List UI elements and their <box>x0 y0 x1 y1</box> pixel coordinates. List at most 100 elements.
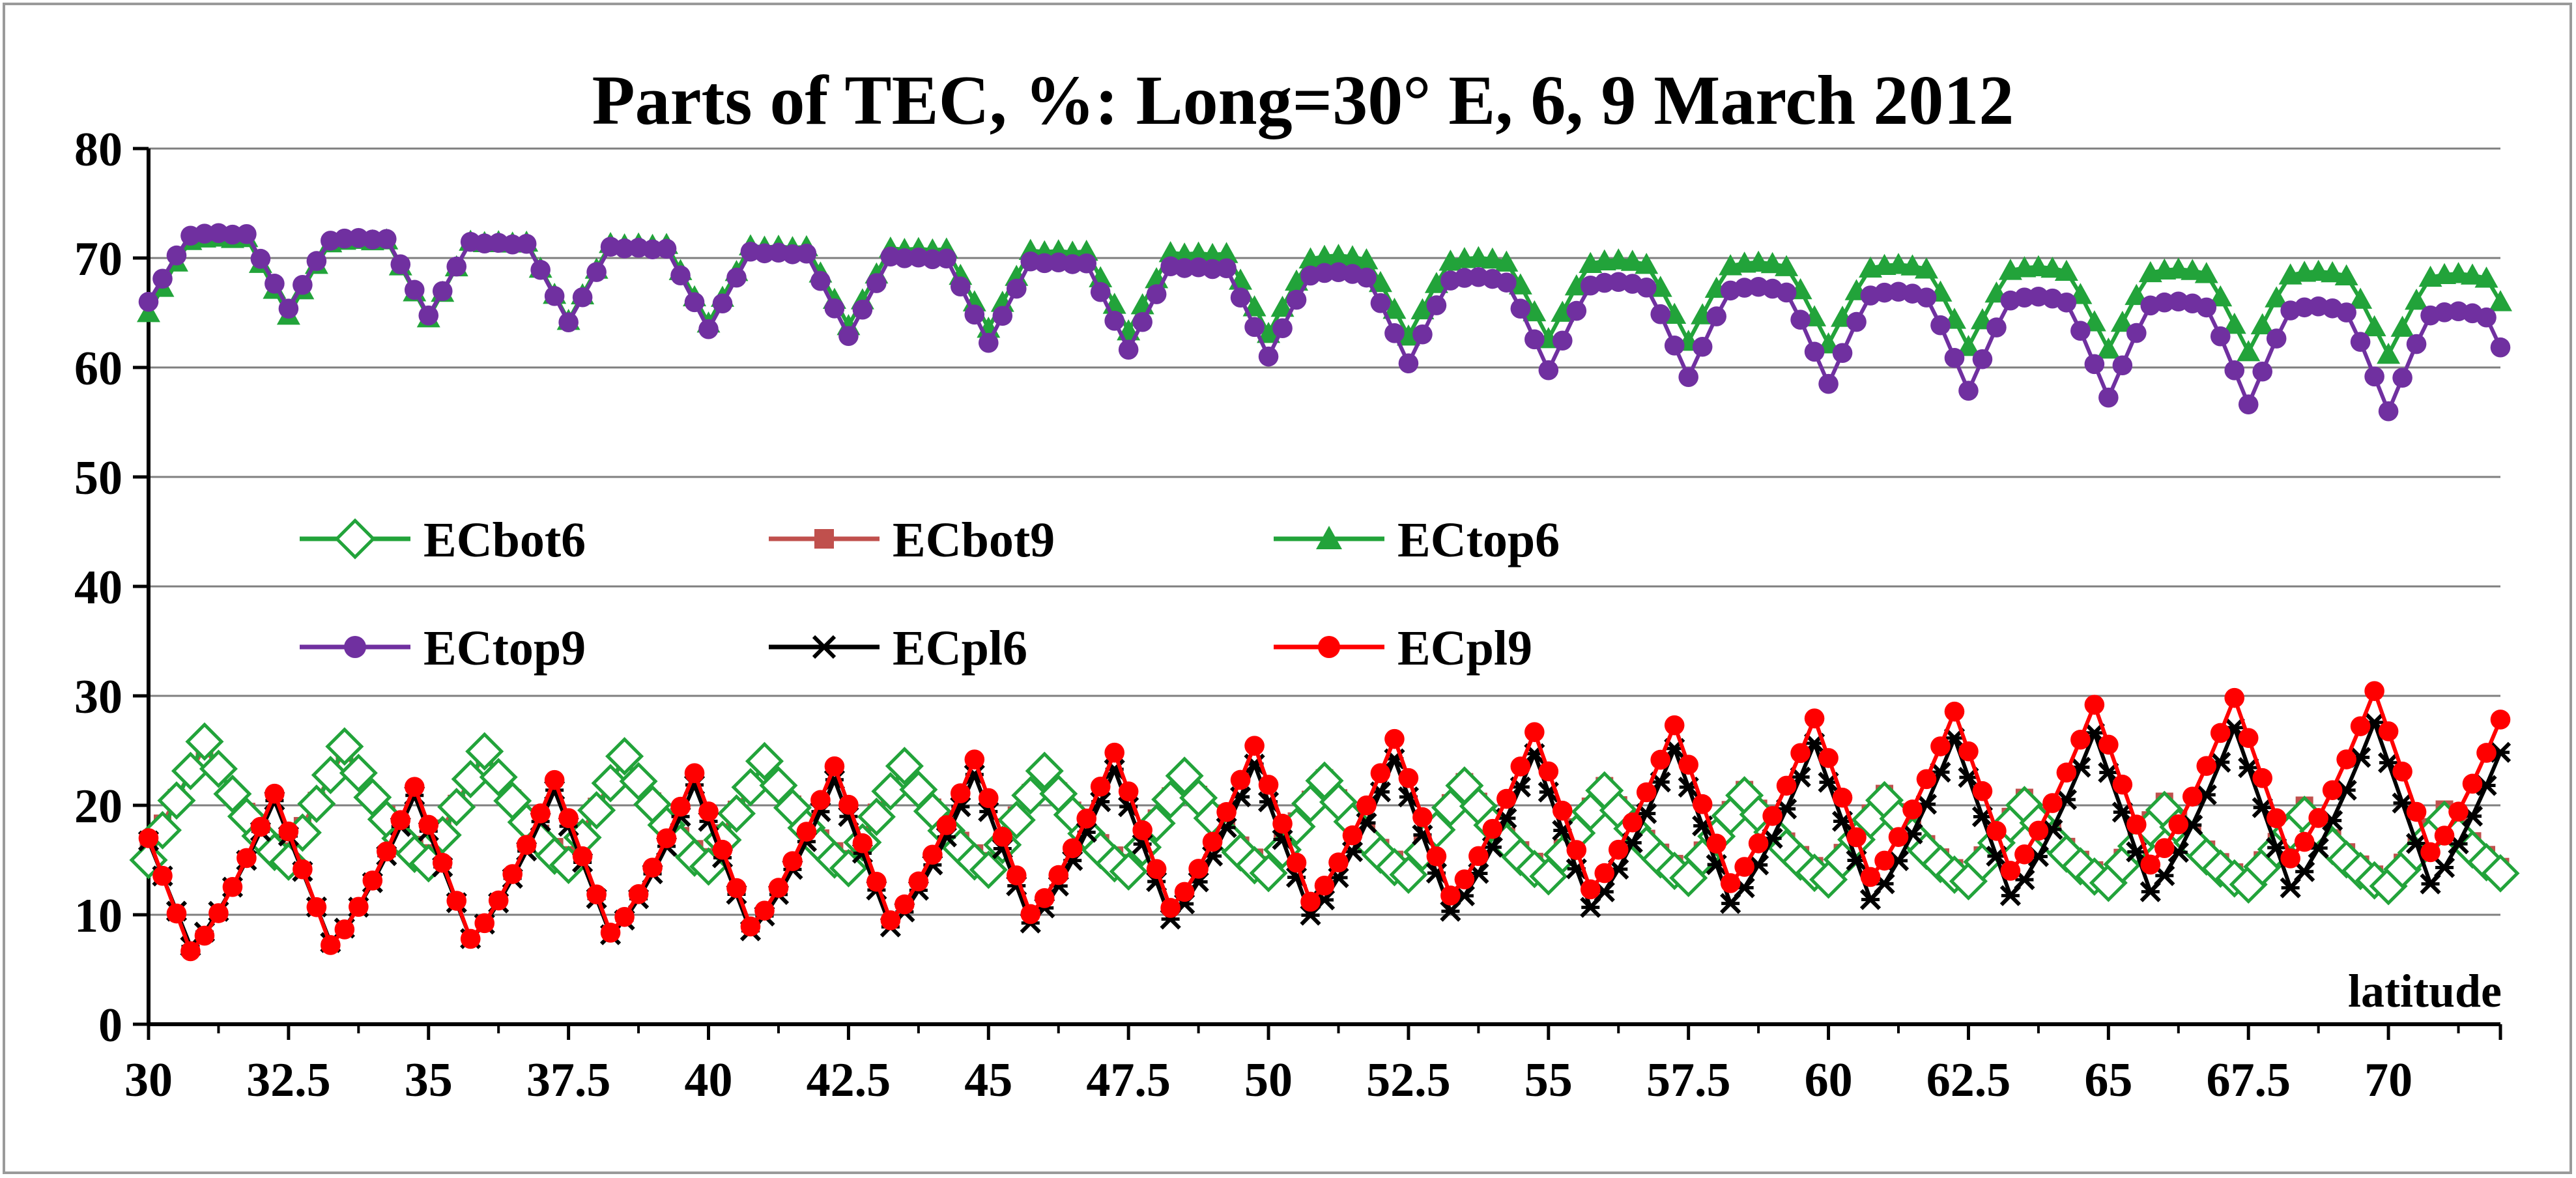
chart-border <box>3 3 2572 1174</box>
data-point-ecpl9 <box>460 928 481 949</box>
data-point-ectop9 <box>1244 317 1265 338</box>
data-point-ectop9 <box>754 243 775 264</box>
data-point-ecpl6 <box>2433 857 2455 878</box>
data-point-ecpl9 <box>432 852 453 873</box>
data-point-ecpl9 <box>2126 814 2147 835</box>
data-point-ectop9 <box>1972 349 1993 369</box>
x-tick-label: 70 <box>2364 1054 2412 1107</box>
data-point-ecpl9 <box>1846 827 1867 848</box>
data-point-ecpl9 <box>2056 762 2077 783</box>
data-point-ectop9 <box>194 223 215 244</box>
data-point-ectop9 <box>951 276 971 297</box>
data-point-ecpl9 <box>1706 833 1726 854</box>
data-point-ecbot6 <box>605 737 644 776</box>
data-point-ectop9 <box>2196 297 2217 318</box>
data-point-ecpl9 <box>712 839 733 860</box>
data-point-ectop6 <box>2110 310 2134 332</box>
data-point-ecbot6 <box>339 753 378 792</box>
plot-series <box>129 223 2520 962</box>
data-point-ectop6 <box>1635 252 1659 274</box>
data-point-ecpl9 <box>1538 761 1559 782</box>
data-point-ecpl9 <box>1594 863 1615 884</box>
data-point-ecpl9 <box>1874 850 1895 871</box>
data-point-ectop9 <box>1706 306 1726 326</box>
data-point-ecbot6 <box>325 727 364 766</box>
data-point-ecpl9 <box>1762 806 1782 826</box>
data-point-ecpl9 <box>1986 821 2007 841</box>
data-point-ectop9 <box>2406 334 2427 354</box>
data-point-ecbot6 <box>311 755 350 795</box>
data-point-ectop9 <box>2476 307 2497 328</box>
data-point-ecpl9 <box>208 903 229 923</box>
data-point-ecpl9 <box>796 822 817 842</box>
data-point-ecpl9 <box>2322 780 2343 801</box>
data-point-ecpl9 <box>1328 852 1349 872</box>
x-tick-label: 60 <box>1805 1054 1853 1107</box>
series-ectop9 <box>138 223 2511 422</box>
data-point-ecpl9 <box>376 841 397 862</box>
data-point-ectop9 <box>1356 267 1377 288</box>
data-point-ecpl9 <box>1958 741 1979 762</box>
data-point-ecpl9 <box>1230 769 1251 790</box>
data-point-ectop9 <box>2252 361 2273 382</box>
data-point-ecpl9 <box>1790 743 1810 764</box>
data-point-ecpl9 <box>2490 710 2511 730</box>
data-point-ectop6 <box>2237 340 2261 362</box>
data-point-ectop9 <box>1146 284 1167 304</box>
data-point-ecpl9 <box>1636 782 1657 803</box>
data-point-ecpl9 <box>1020 904 1041 925</box>
data-point-ectop9 <box>530 259 551 280</box>
data-point-ecpl9 <box>838 794 859 815</box>
data-point-ectop9 <box>1090 281 1111 302</box>
data-point-ectop9 <box>2336 302 2356 323</box>
data-point-ectop9 <box>978 332 999 353</box>
data-point-ecpl9 <box>1776 775 1797 796</box>
data-point-ecpl9 <box>572 846 593 867</box>
data-point-ectop6 <box>2250 313 2274 335</box>
data-point-ectop6 <box>2097 338 2121 359</box>
data-point-ecpl9 <box>1580 879 1601 900</box>
x-tick-label: 47.5 <box>1086 1054 1171 1107</box>
y-tick-label: 40 <box>74 561 122 614</box>
data-point-ectop6 <box>1410 298 1435 320</box>
data-point-ecpl9 <box>908 871 929 892</box>
data-point-ectop9 <box>923 249 943 270</box>
data-point-ectop9 <box>642 239 663 260</box>
data-point-ectop6 <box>1158 240 1182 263</box>
data-point-ecpl9 <box>404 777 425 797</box>
data-point-ectop9 <box>656 238 677 259</box>
data-point-ectop9 <box>838 326 859 346</box>
data-point-ecpl9 <box>1496 788 1517 809</box>
data-point-ecpl9 <box>2238 728 2259 748</box>
legend-marker <box>814 529 834 549</box>
data-point-ectop6 <box>2461 263 2485 285</box>
data-point-ecpl9 <box>1860 867 1881 887</box>
legend-label: ECtop6 <box>1397 513 1560 567</box>
data-point-ecpl9 <box>2420 842 2440 863</box>
data-point-ectop9 <box>1678 367 1698 387</box>
data-point-ecpl9 <box>306 897 327 917</box>
data-point-ecpl9 <box>293 859 313 880</box>
data-point-ectop6 <box>1887 253 1911 274</box>
data-point-ecpl9 <box>502 864 522 884</box>
data-point-ectop9 <box>293 274 313 295</box>
data-point-ecbot6 <box>1151 780 1190 819</box>
data-point-ecpl9 <box>2014 844 2035 865</box>
data-point-ectop9 <box>1496 272 1517 293</box>
data-point-ecpl9 <box>194 925 215 946</box>
data-point-ecpl9 <box>1314 875 1335 896</box>
data-point-ecpl9 <box>278 821 299 842</box>
data-point-ecpl9 <box>530 803 551 824</box>
data-point-ecbot6 <box>1291 784 1330 823</box>
data-point-ectop6 <box>1747 250 1771 272</box>
data-point-ecbot6 <box>745 741 784 781</box>
data-point-ectop9 <box>572 287 593 308</box>
data-point-ecpl9 <box>768 878 789 898</box>
data-point-ecpl9 <box>1174 882 1195 902</box>
legend-marker <box>334 518 376 560</box>
data-point-ectop9 <box>824 298 845 319</box>
data-point-ectop6 <box>1508 273 1532 294</box>
data-point-ectop6 <box>1775 255 1799 276</box>
data-point-ectop9 <box>2364 366 2384 387</box>
data-point-ectop9 <box>1118 339 1139 360</box>
